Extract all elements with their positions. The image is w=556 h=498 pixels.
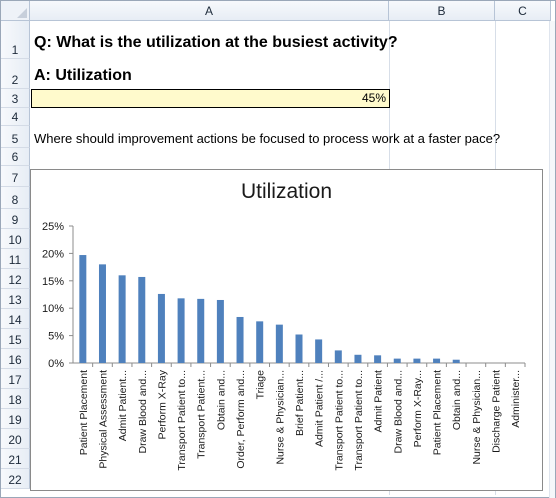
- bar[interactable]: [354, 354, 362, 363]
- column-header-a[interactable]: A: [30, 1, 389, 21]
- bar[interactable]: [236, 316, 244, 363]
- x-category-label: Physical Assessment: [97, 370, 109, 469]
- bar[interactable]: [315, 339, 323, 363]
- bar[interactable]: [138, 276, 146, 363]
- utilization-chart[interactable]: Utilization 0% 5% 10% 15% 20% 25% Patient Plac…: [30, 169, 543, 491]
- bar[interactable]: [98, 264, 106, 363]
- row-header-15[interactable]: 15: [1, 329, 30, 349]
- bar[interactable]: [256, 321, 264, 363]
- y-tick-label: 5%: [48, 331, 64, 343]
- answer-value: 45%: [361, 91, 386, 105]
- y-tick-label: 10%: [42, 303, 64, 315]
- answer-label-cell[interactable]: A: Utilization: [34, 67, 132, 84]
- x-category-label: Perform X-Ray...: [412, 370, 424, 447]
- x-category-label: Obtain and...: [451, 370, 463, 430]
- bar[interactable]: [157, 293, 165, 363]
- row-header-11[interactable]: 11: [1, 249, 30, 269]
- row-header-18[interactable]: 18: [1, 389, 30, 409]
- x-category-label: Transport Patient to...: [353, 370, 365, 471]
- chart-plot-area: 0% 5% 10% 15% 20% 25% Patient Placement Physica…: [42, 221, 526, 471]
- bar[interactable]: [216, 299, 224, 363]
- x-category-label: Obtain and...: [215, 370, 227, 430]
- x-category-label: Patient Placement: [78, 370, 90, 455]
- question-cell[interactable]: Q: What is the utilization at the busies…: [34, 34, 398, 51]
- y-tick-label: 0%: [48, 358, 64, 370]
- row-header-21[interactable]: 21: [1, 449, 30, 469]
- bar[interactable]: [334, 350, 342, 363]
- x-category-label: Draw Blood and...: [137, 370, 149, 453]
- x-category-label: Transport Patient to...: [176, 370, 188, 471]
- x-category-label: Admit Patient: [373, 370, 385, 433]
- bar[interactable]: [452, 359, 460, 363]
- x-category-label: Nurse & Physician...: [471, 370, 483, 465]
- row-header-4[interactable]: 4: [1, 108, 30, 126]
- row-header-13[interactable]: 13: [1, 289, 30, 309]
- row-header-20[interactable]: 20: [1, 429, 30, 449]
- y-tick-label: 15%: [42, 276, 64, 288]
- prompt-cell[interactable]: Where should improvement actions be focu…: [34, 131, 501, 146]
- bar[interactable]: [118, 275, 126, 363]
- x-category-label: Admit Patient /...: [314, 370, 326, 447]
- x-category-label: Nurse & Physician...: [274, 370, 286, 465]
- row-header-2[interactable]: 2: [1, 59, 30, 89]
- bar[interactable]: [275, 324, 283, 363]
- column-header-b[interactable]: B: [389, 1, 495, 21]
- select-all-triangle-icon: [17, 8, 27, 18]
- row-header-16[interactable]: 16: [1, 349, 30, 369]
- x-category-label: Admit Patient...: [117, 370, 129, 441]
- x-category-label: Perform X-Ray: [156, 369, 168, 439]
- bar[interactable]: [177, 298, 185, 363]
- row-header-19[interactable]: 19: [1, 409, 30, 429]
- row-header-10[interactable]: 10: [1, 229, 30, 249]
- window-edge: [549, 21, 555, 498]
- x-category-label: Triage: [255, 370, 267, 400]
- row-header-8[interactable]: 8: [1, 187, 30, 209]
- column-header-c[interactable]: C: [495, 1, 551, 21]
- x-category-label: Brief Patient...: [294, 370, 306, 436]
- chart-title: Utilization: [240, 180, 333, 203]
- row-header-17[interactable]: 17: [1, 369, 30, 389]
- x-category-label: Discharge Patient: [491, 370, 503, 453]
- row-header-3[interactable]: 3: [1, 89, 30, 108]
- bar[interactable]: [413, 358, 421, 363]
- bar[interactable]: [197, 298, 205, 363]
- x-category-label: Transport Patient...: [196, 370, 208, 459]
- bar[interactable]: [433, 358, 441, 363]
- x-category-label: Order, Perform and...: [235, 370, 247, 469]
- row-header-6[interactable]: 6: [1, 148, 30, 166]
- bar[interactable]: [79, 255, 87, 363]
- y-tick-label: 25%: [42, 221, 64, 233]
- row-header-1[interactable]: 1: [1, 21, 30, 59]
- row-header-22[interactable]: 22: [1, 469, 30, 489]
- bar[interactable]: [393, 358, 401, 363]
- answer-value-cell[interactable]: 45%: [31, 89, 390, 108]
- x-category-label: Draw Blood and...: [392, 370, 404, 453]
- x-category-label: Transport Patient to...: [333, 370, 345, 471]
- row-header-7[interactable]: 7: [1, 166, 30, 187]
- bar[interactable]: [295, 334, 303, 364]
- row-header-5[interactable]: 5: [1, 126, 30, 148]
- y-tick-label: 20%: [42, 248, 64, 260]
- select-all-corner[interactable]: [1, 1, 30, 21]
- row-header-9[interactable]: 9: [1, 209, 30, 229]
- x-category-label: Patient Placement: [432, 370, 444, 455]
- row-header-14[interactable]: 14: [1, 309, 30, 329]
- x-category-label: Administer...: [510, 370, 522, 428]
- bar[interactable]: [374, 355, 382, 363]
- row-header-12[interactable]: 12: [1, 269, 30, 289]
